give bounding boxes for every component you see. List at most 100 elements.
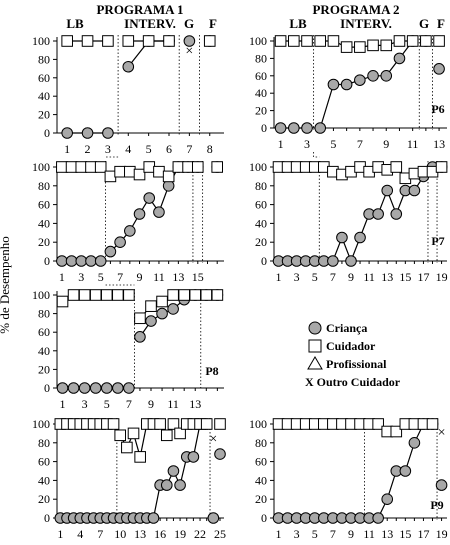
x-tick-label: 17 [417,527,429,541]
x-tick-label: 7 [357,137,363,151]
legend-label-other-caregiver: X Outro Cuidador [305,375,401,389]
data-point-caregiver [134,451,146,463]
x-tick-label: 7 [97,527,103,541]
data-point-caregiver [153,165,165,178]
legend-item-child: Criança [308,321,367,335]
data-point-caregiver [143,161,156,173]
x-tick-label: 1 [59,270,65,284]
data-point-caregiver [372,418,384,430]
x-tick-label: 11 [363,527,375,541]
y-tick-label: 0 [44,381,50,395]
series-criança [272,418,448,524]
x-tick-label: 15 [399,527,411,541]
x-tick-label: 13 [433,137,445,151]
x-tick-label: 11 [407,137,419,151]
y-tick-label: 20 [255,235,267,249]
series-cuidador [56,161,224,183]
legend-label-child: Criança [326,321,367,335]
data-point-caregiver [124,165,136,178]
data-point-child [56,382,69,394]
y-tick-label: 100 [249,34,267,48]
data-point-child [81,127,94,139]
chart-panel-1: 0 20 40 60 80 100 1 2 3 4 5 6 7 8 × [32,34,224,156]
series-outro-cuidador: × [185,44,193,59]
y-tick-label: 60 [255,69,267,83]
data-point-child [100,382,113,394]
data-point-caregiver [182,161,194,173]
data-point-caregiver [174,427,186,440]
phase-label-generalization-p1: G [184,16,194,31]
data-point-caregiver [100,289,113,301]
x-tick-label: 7 [330,270,336,284]
x-tick-label: 5 [146,142,152,156]
x-tick-label: 2 [85,142,91,156]
data-point-child [167,465,180,477]
y-tick-label: 0 [261,254,267,268]
data-point-caregiver [420,35,432,47]
series-criança [274,35,445,134]
x-tick-label: 9 [148,397,154,411]
data-point-caregiver [380,39,393,52]
data-point-caregiver [145,300,157,312]
y-tick-label: 60 [255,198,267,212]
y-tick-label: 0 [261,511,267,525]
y-tick-label: 40 [38,216,50,230]
data-point-caregiver [127,427,140,440]
data-point-caregiver [203,35,216,47]
series-outro-cuidador: × [209,432,217,447]
legend-triangle-marker [307,356,323,370]
y-axis-label: % de Desempenho [0,236,12,333]
data-point-other-caregiver: × [209,432,217,447]
y-tick-label: 40 [255,86,267,100]
data-point-child [372,208,384,220]
data-point-caregiver [162,170,175,183]
data-point-child [153,206,165,218]
data-point-caregiver [200,289,213,301]
x-tick-label: 5 [330,137,336,151]
data-point-caregiver [426,418,439,430]
data-point-caregiver [172,161,185,173]
data-point-child [112,382,124,394]
series-outro-cuidador: × [438,426,446,441]
data-point-caregiver [78,289,91,301]
y-tick-label: 60 [38,198,50,212]
data-point-caregiver [167,289,179,301]
data-point-child [75,255,88,267]
y-tick-label: 60 [38,325,50,339]
legend-item-caregiver: Cuidador [308,339,376,353]
y-tick-label: 100 [249,417,267,431]
y-tick-label: 20 [38,235,50,249]
data-point-child [89,382,102,394]
y-tick-label: 80 [255,51,267,65]
data-point-child [345,255,357,267]
y-tick-label: 40 [38,344,50,358]
x-tick-label: 3 [82,397,88,411]
x-tick-label: 5 [104,397,110,411]
data-point-caregiver [67,289,80,301]
data-point-child [288,122,300,134]
data-point-child [123,382,135,394]
data-point-child [207,512,220,524]
x-tick-label: 15 [399,270,411,284]
data-point-child [301,122,313,134]
data-point-caregiver [435,161,448,173]
data-point-child [399,465,412,477]
phase-label-baseline-p1: LB [66,16,84,31]
data-point-caregiver [214,418,226,430]
data-point-caregiver [104,170,117,183]
data-point-caregiver [211,289,224,301]
data-point-caregiver [56,161,68,173]
y-tick-label: 100 [32,34,50,48]
legend-circle-marker [308,321,322,335]
program-2-title: PROGRAMA 2 [312,2,399,17]
data-point-caregiver [354,41,366,53]
y-tick-label: 100 [249,160,267,174]
legend-item-professional: Profissional [307,356,387,371]
x-tick-label: 11 [153,270,165,284]
data-point-child [65,255,78,267]
y-tick-label: 80 [255,436,267,450]
